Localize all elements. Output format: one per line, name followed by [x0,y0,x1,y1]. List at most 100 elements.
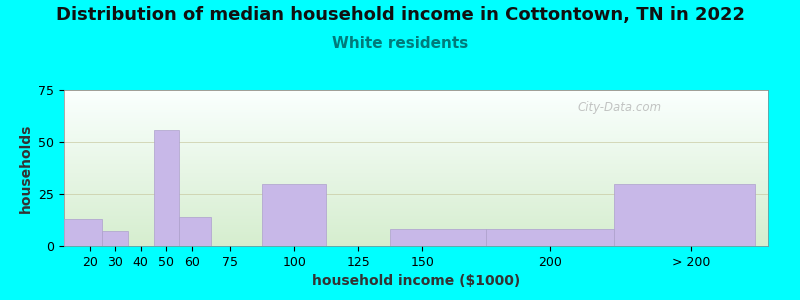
Bar [64,128,768,129]
Bar [64,201,768,202]
Bar [64,157,768,158]
Bar [64,179,768,180]
Bar [64,245,768,246]
Bar [64,194,768,195]
Bar [64,231,768,232]
Bar [64,161,768,162]
Bar [64,99,768,100]
Bar [64,210,768,211]
Bar [64,137,768,138]
Bar [64,208,768,209]
Bar [64,98,768,99]
Bar [64,156,768,157]
Bar [64,237,768,238]
Bar [64,221,768,222]
Bar [64,97,768,98]
Bar [64,159,768,160]
Bar [64,175,768,176]
Bar [64,102,768,103]
Text: City-Data.com: City-Data.com [578,101,662,114]
Bar [64,105,768,106]
Bar [64,177,768,178]
Bar [102,231,128,246]
Bar [64,155,768,156]
Bar [64,180,768,181]
Bar [64,244,768,245]
Bar [64,226,768,227]
Bar [64,215,768,216]
Bar [64,227,768,228]
Bar [64,113,768,114]
Bar [486,230,614,246]
Bar [64,238,768,239]
Bar [64,229,768,230]
Bar [64,214,768,215]
Bar [64,204,768,205]
Bar [64,121,768,122]
Bar [64,187,768,188]
Bar [64,195,768,196]
Bar [64,120,768,121]
Bar [64,182,768,183]
Bar [64,184,768,185]
Bar [64,107,768,108]
Bar [64,228,768,229]
Bar [64,95,768,96]
Bar [64,153,768,154]
Bar [64,93,768,94]
Bar [64,141,768,142]
Bar [154,130,179,246]
Bar [390,230,486,246]
Bar [64,92,768,93]
Bar [64,197,768,198]
Bar [64,110,768,111]
Bar [64,154,768,155]
Bar [64,176,768,177]
Bar [64,242,768,243]
Bar [64,96,768,97]
Bar [64,122,768,123]
Bar [64,104,768,105]
Bar [64,146,768,147]
Bar [64,124,768,125]
Bar [64,127,768,128]
Bar [64,181,768,182]
Bar [64,152,768,153]
Bar [64,233,768,234]
Bar [64,232,768,233]
Bar [64,101,768,102]
Bar [64,243,768,244]
Bar [262,184,326,246]
Bar [64,236,768,237]
Bar [64,219,768,220]
Bar [64,172,768,173]
Bar [64,133,768,134]
Bar [64,169,768,170]
Bar [64,223,768,224]
Bar [64,90,768,91]
Bar [64,171,768,172]
Bar [64,234,768,235]
Bar [64,207,768,208]
Bar [64,218,768,219]
Bar [64,143,768,144]
Bar [64,126,768,127]
Bar [64,125,768,126]
Bar [64,173,768,174]
Bar [64,189,768,190]
Bar [64,224,768,225]
Bar [64,170,768,171]
Bar [64,205,768,206]
Bar [64,149,768,150]
Bar [64,118,768,119]
Bar [64,240,768,241]
Bar [64,196,768,197]
Bar [64,209,768,210]
Bar [64,145,768,146]
Bar [64,202,768,203]
Bar [64,129,768,130]
Bar [64,164,768,165]
Bar [64,131,768,132]
Bar [64,151,768,152]
Bar [64,174,768,175]
